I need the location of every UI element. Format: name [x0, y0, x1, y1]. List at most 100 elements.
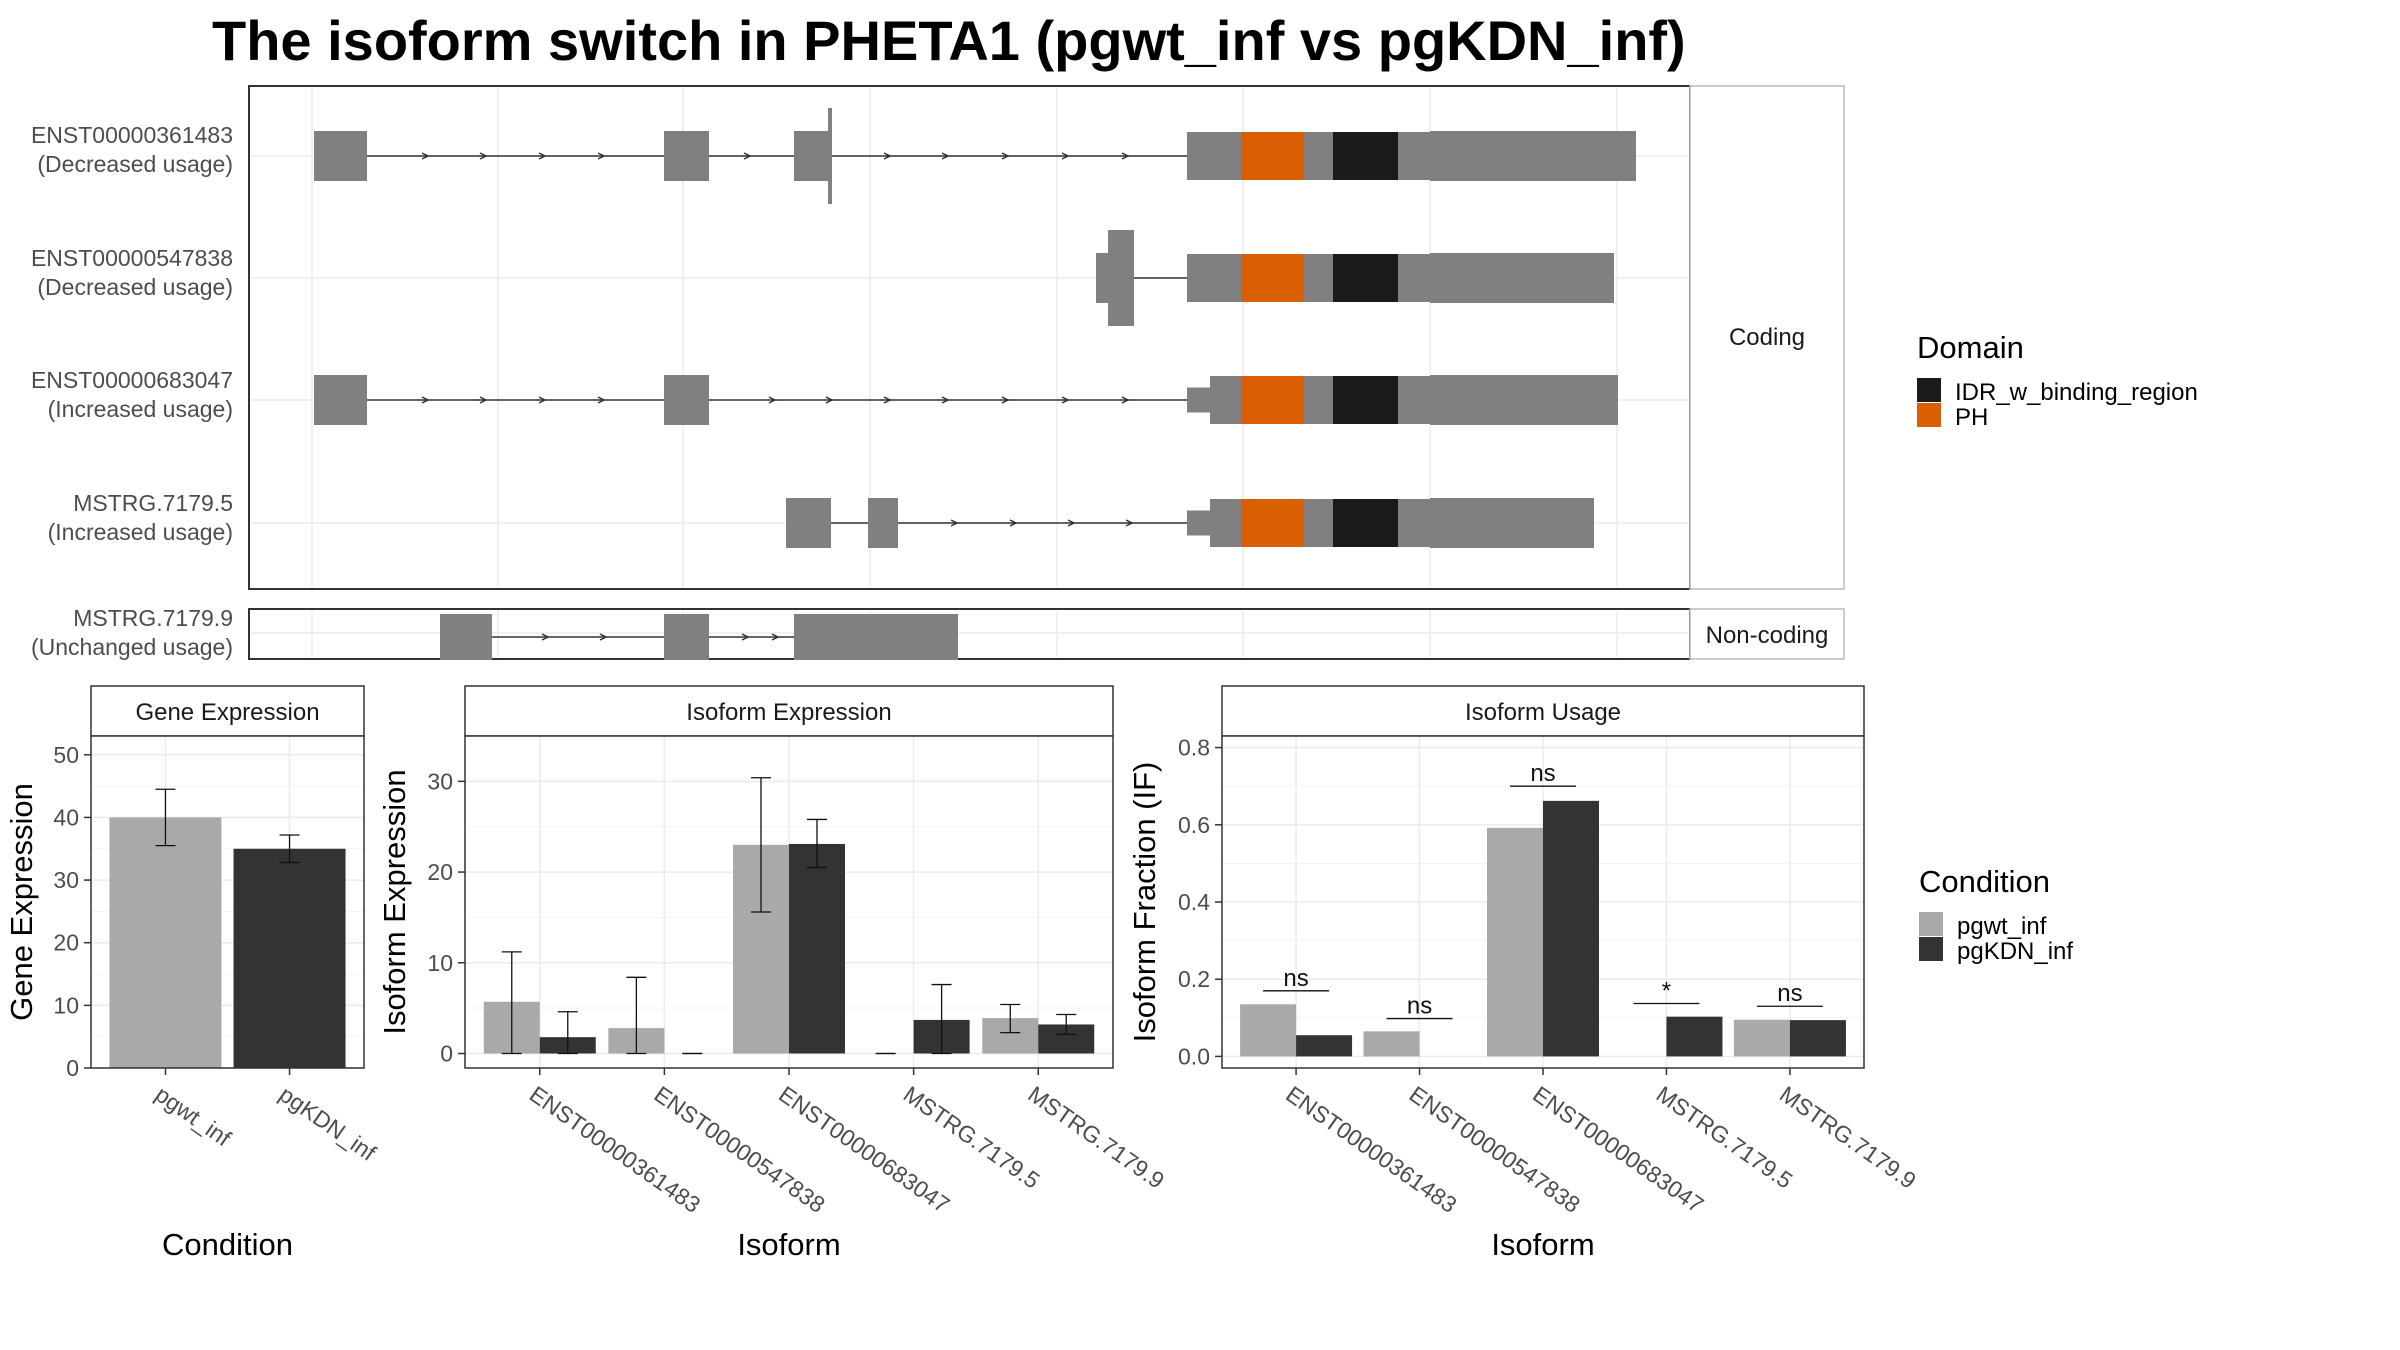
intron-arrow	[883, 396, 892, 404]
bar	[233, 848, 346, 1068]
exon	[1187, 132, 1243, 180]
coding-strip-label: Coding	[1729, 324, 1805, 351]
intron-arrow	[1121, 396, 1130, 404]
isoform-label-id: ENST00000361483	[31, 122, 233, 148]
intron-arrow	[771, 633, 780, 641]
legend-label-idr: IDR_w_binding_region	[1955, 379, 2198, 406]
idr-domain	[1333, 132, 1400, 180]
exon	[1430, 375, 1618, 425]
bar	[1789, 1020, 1846, 1057]
exon	[1187, 254, 1243, 302]
track-MSTRG.7179.5	[786, 498, 1594, 548]
isoform-label-id: ENST00000547838	[31, 245, 233, 271]
x-tick-label: pgwt_inf	[151, 1081, 237, 1152]
y-tick-label: 0.4	[1178, 889, 1210, 915]
exon	[1187, 510, 1213, 536]
x-axis-title: Condition	[162, 1227, 293, 1262]
coding-strip-box	[1689, 85, 1845, 590]
intron-arrow	[1067, 519, 1076, 527]
idr-domain	[1333, 376, 1400, 424]
domain-legend: Domain IDR_w_binding_region PH	[1917, 330, 2198, 431]
y-tick-label: 20	[53, 930, 79, 956]
exon	[314, 131, 367, 181]
exon	[1108, 230, 1134, 326]
bar	[789, 843, 845, 1054]
noncoding-strip-label: Non-coding	[1706, 622, 1829, 649]
exon	[314, 375, 367, 425]
y-tick-label: 30	[53, 867, 79, 893]
intron-arrow	[1001, 396, 1010, 404]
y-tick-label: 0.0	[1178, 1043, 1210, 1069]
idr-domain	[1333, 254, 1400, 302]
transcript-structure-panel: Coding Non-coding ENST00000361483 (Decrea…	[31, 85, 1845, 660]
isoform-expression-chart: Isoform Expression0102030ENST00000361483…	[377, 685, 1169, 1262]
y-axis-title: Isoform Fraction (IF)	[1127, 762, 1162, 1043]
exon	[1304, 254, 1335, 302]
legend-label-pgwt: pgwt_inf	[1957, 913, 2047, 940]
isoform-label-usage: (Decreased usage)	[37, 274, 233, 300]
legend-label-ph: PH	[1955, 404, 1988, 431]
exon	[1187, 387, 1213, 413]
ph-domain	[1241, 376, 1306, 424]
exon	[1430, 253, 1614, 303]
idr-domain	[1333, 499, 1400, 547]
exon	[794, 131, 830, 181]
y-tick-label: 40	[53, 804, 79, 830]
exon	[1210, 499, 1243, 547]
exon	[1398, 376, 1432, 424]
intron-arrow	[1001, 152, 1010, 160]
legend-label-pgkdn: pgKDN_inf	[1957, 938, 2073, 965]
legend-key-pgkdn	[1919, 937, 1943, 961]
panel-strip	[464, 685, 1114, 737]
isoform-label-usage: (Decreased usage)	[37, 151, 233, 177]
intron-arrow	[1061, 152, 1070, 160]
exon	[1304, 376, 1335, 424]
significance-label: ns	[1530, 760, 1555, 787]
bar	[1733, 1019, 1790, 1057]
legend-key-idr	[1917, 378, 1941, 402]
intron-arrow	[743, 152, 752, 160]
structure-tracks	[314, 108, 1636, 660]
intron-arrow	[599, 633, 608, 641]
intron-arrow	[1125, 519, 1134, 527]
intron-arrow	[941, 152, 950, 160]
intron-arrow	[883, 152, 892, 160]
panel-title: Isoform Expression	[686, 699, 891, 726]
intron-arrow	[741, 633, 750, 641]
domain-legend-title: Domain	[1917, 330, 2024, 365]
panel-title: Gene Expression	[135, 699, 319, 726]
y-tick-label: 10	[427, 950, 453, 976]
track-ENST00000683047	[314, 375, 1618, 425]
exon	[1210, 376, 1243, 424]
x-tick-label: pgKDN_inf	[275, 1081, 382, 1166]
exon	[794, 614, 958, 660]
y-tick-label: 0.6	[1178, 812, 1210, 838]
intron-arrow	[479, 396, 488, 404]
intron-arrow	[768, 396, 777, 404]
x-tick-label: MSTRG.7179.9	[1023, 1081, 1169, 1194]
y-tick-label: 30	[427, 768, 453, 794]
isoform-label-id: MSTRG.7179.9	[73, 605, 233, 631]
bar	[1240, 1004, 1297, 1057]
y-tick-label: 50	[53, 742, 79, 768]
condition-legend: Condition pgwt_inf pgKDN_inf	[1919, 864, 2073, 965]
legend-key-ph	[1917, 403, 1941, 427]
intron-arrow	[1061, 396, 1070, 404]
exon	[1304, 132, 1335, 180]
legend-key-pgwt	[1919, 912, 1943, 936]
x-tick-label: MSTRG.7179.9	[1775, 1081, 1921, 1194]
y-tick-label: 0	[66, 1055, 79, 1081]
panel-strip	[1221, 685, 1865, 737]
y-tick-label: 10	[53, 992, 79, 1018]
isoform-label-usage: (Increased usage)	[48, 519, 233, 545]
intron-arrow	[597, 396, 606, 404]
exon	[440, 614, 492, 660]
significance-label: ns	[1407, 993, 1432, 1020]
exon	[1398, 254, 1432, 302]
intron-arrow	[541, 633, 550, 641]
y-tick-label: 0	[440, 1040, 453, 1066]
significance-label: ns	[1283, 965, 1308, 992]
exon	[1398, 132, 1432, 180]
